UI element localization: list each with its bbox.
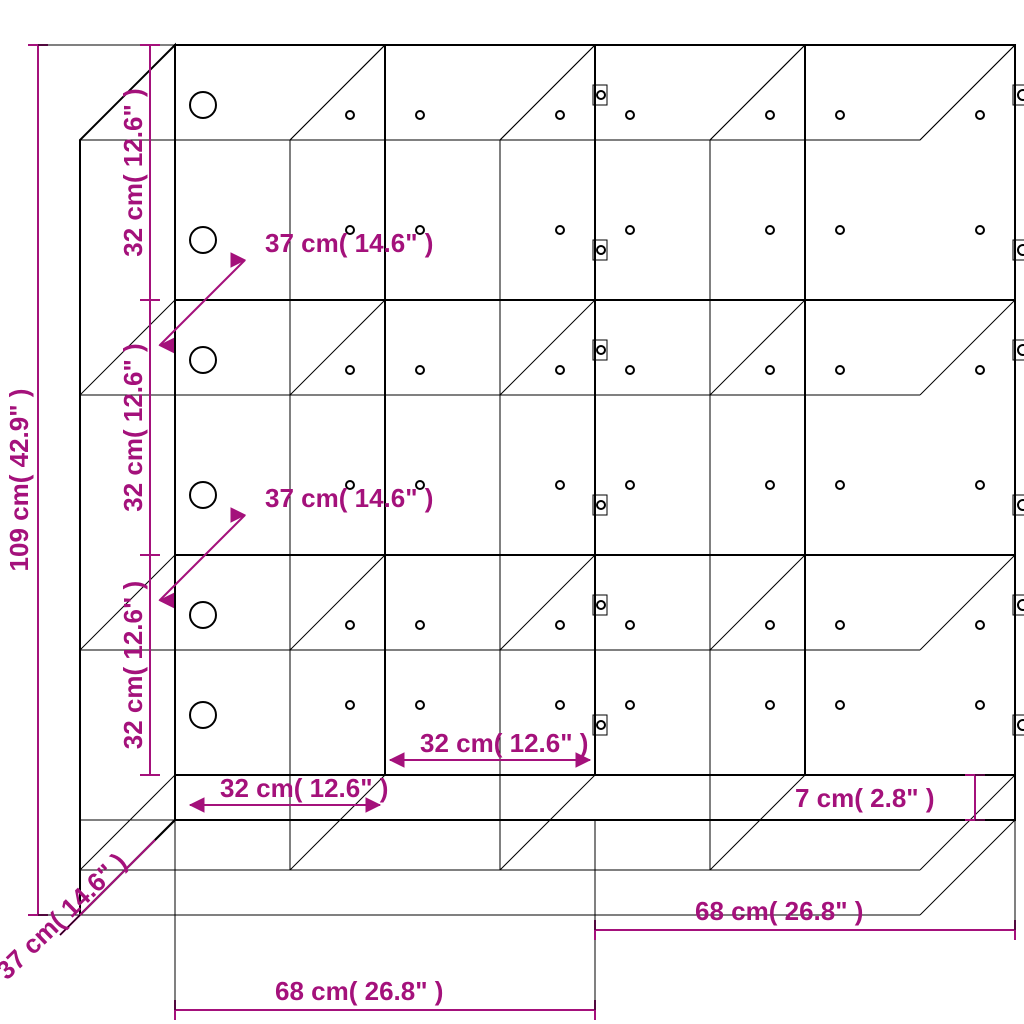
- dimension-label: 32 cm( 12.6" ): [220, 773, 388, 803]
- furniture-dimension-diagram: 109 cm( 42.9" ) 32 cm( 12.6" ) 32 cm( 12.6…: [0, 0, 1024, 1024]
- dimension-label: 37 cm( 14.6" ): [0, 847, 132, 986]
- dimension-label: 37 cm( 14.6" ): [265, 483, 433, 513]
- dimension-label: 32 cm( 12.6" ): [118, 88, 148, 256]
- dimension-label: 68 cm( 26.8" ): [695, 896, 863, 926]
- dimension-label: 7 cm( 2.8" ): [795, 783, 935, 813]
- dimension-label: 32 cm( 12.6" ): [118, 343, 148, 511]
- dimension-label: 109 cm( 42.9" ): [4, 389, 34, 572]
- dimension-label: 37 cm( 14.6" ): [265, 228, 433, 258]
- dimension-label: 32 cm( 12.6" ): [420, 728, 588, 758]
- dimension-label: 32 cm( 12.6" ): [118, 581, 148, 749]
- dimension-label: 68 cm( 26.8" ): [275, 976, 443, 1006]
